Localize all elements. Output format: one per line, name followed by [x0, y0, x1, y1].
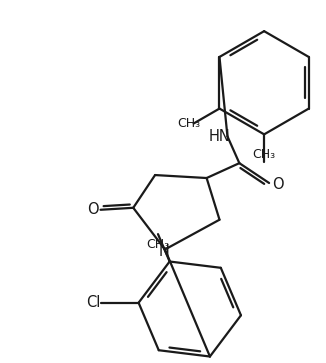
Text: Cl: Cl	[86, 295, 100, 310]
Text: HN: HN	[209, 129, 230, 144]
Text: O: O	[87, 202, 98, 217]
Text: CH₃: CH₃	[146, 237, 170, 250]
Text: CH₃: CH₃	[253, 148, 276, 161]
Text: CH₃: CH₃	[177, 117, 200, 130]
Text: N: N	[158, 244, 170, 259]
Text: O: O	[272, 178, 284, 192]
